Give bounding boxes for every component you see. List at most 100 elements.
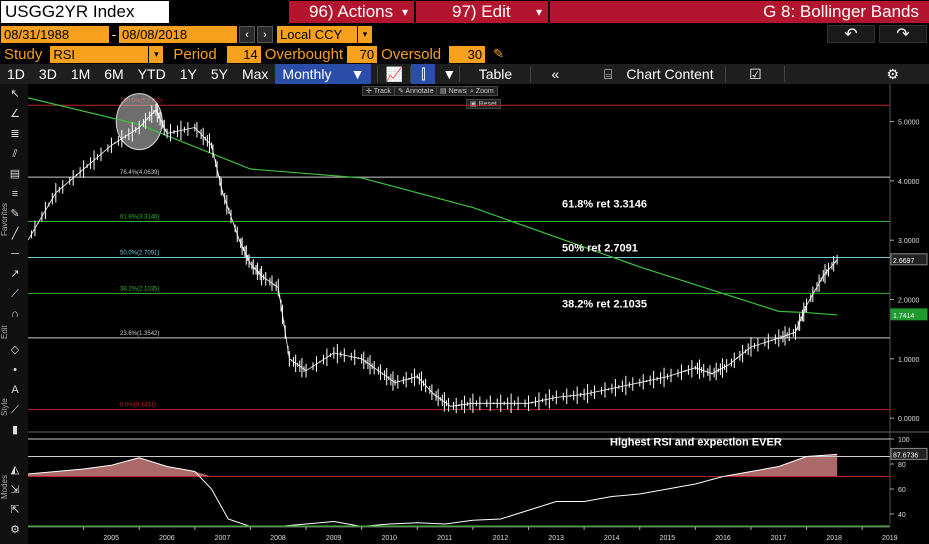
edit-label: 97) Edit <box>452 2 511 21</box>
rsi-last-tag <box>890 447 928 460</box>
last-ma-label: 1.7414 <box>893 313 915 320</box>
range-ytd[interactable]: YTD <box>137 66 166 82</box>
cursor-icon[interactable]: ↖ <box>10 88 20 100</box>
end-date-input[interactable]: 08/08/2018 <box>119 25 237 43</box>
prev-arrow-icon[interactable]: ‹ <box>239 25 255 43</box>
chevron-down-icon[interactable]: ▾ <box>149 45 164 63</box>
zoom-icon: ⌕ <box>470 88 476 95</box>
period-input[interactable]: 14 <box>226 45 261 63</box>
chart-content-icon[interactable]: ⌸ <box>604 66 613 82</box>
fib-level-label: 23.6%(1.3542) <box>120 331 159 337</box>
start-date-input[interactable]: 08/31/1988 <box>1 25 109 43</box>
range-1y[interactable]: 1Y <box>179 66 197 82</box>
ray-icon[interactable]: ↗ <box>10 268 20 280</box>
draw-line-icon[interactable]: ∠ <box>10 108 20 120</box>
study-label: Study <box>4 45 43 63</box>
line-chart-icon[interactable]: 📈 <box>385 66 404 82</box>
y-tick-label: 5.0000 <box>898 120 920 127</box>
rsi-last-label: 87.6736 <box>893 452 918 459</box>
gear-icon[interactable]: ⚙ <box>10 524 20 536</box>
currency-select[interactable]: Local CCY <box>277 25 357 43</box>
shape-icon[interactable]: ◇ <box>10 344 20 356</box>
collapse-icon[interactable]: « <box>551 66 560 82</box>
edit-chart-icon[interactable]: ☑ <box>749 66 762 82</box>
y-tick-label: 0.0000 <box>898 416 920 423</box>
range-max[interactable]: Max <box>241 66 269 82</box>
pan-icon[interactable]: ⇲ <box>10 484 20 496</box>
x-tick-label: 2017 <box>771 535 787 542</box>
rsi-y-tick-label: 100 <box>898 437 910 444</box>
drawing-toolbar: ↖ ∠ ≣ ⫽ ▤ ≡ ✎ ╱ ─ ↗ ⟋ ∩ ◇ • A ⟋ ▮ ◭ ⇲ ⇱ … <box>0 84 28 544</box>
x-tick-label: 2007 <box>215 535 231 542</box>
edit-menu[interactable]: 97) Edit ▾ <box>416 1 548 23</box>
chart-svg[interactable]: 0.0000 1.0000 2.0000 3.0000 4.0000 5.0000 40 60… <box>28 84 929 544</box>
chevron-down-icon: ▾ <box>535 5 542 19</box>
color-icon[interactable]: ▮ <box>11 424 19 436</box>
fib-level-label: 38.2%(2.1035) <box>120 286 159 292</box>
actions-menu[interactable]: 96) Actions ▾ <box>289 1 414 23</box>
bar-type-icon[interactable]: ⫿ <box>411 64 436 84</box>
text-tool-icon[interactable]: ▤ <box>9 168 21 180</box>
fib-retracement-icon[interactable]: ≡ <box>11 188 19 200</box>
table-button[interactable]: Table <box>478 66 513 82</box>
moving-average-line <box>28 97 838 316</box>
zoom-button[interactable]: ⌕ Zoom <box>466 86 498 96</box>
pencil-icon[interactable]: ✎ <box>493 46 505 61</box>
oversold-input[interactable]: 30 <box>449 45 486 63</box>
range-3d[interactable]: 3D <box>38 66 57 82</box>
dot-icon[interactable]: • <box>13 364 17 376</box>
ticker-field[interactable]: USGG2YR Index <box>1 1 169 23</box>
last-price-label: 2.6697 <box>893 258 915 265</box>
mode2-icon[interactable]: ⇱ <box>10 504 20 516</box>
rsi-y-tick-label: 40 <box>898 512 906 519</box>
redo-icon[interactable]: ↷ <box>879 25 927 43</box>
arrow-icon[interactable]: ⟋ <box>11 288 19 300</box>
x-tick-label: 2011 <box>437 535 452 542</box>
y-tick-label: 3.0000 <box>898 238 920 245</box>
favorites-label: Favorites <box>0 203 9 236</box>
reset-button[interactable]: ▣ Reset <box>466 99 501 109</box>
pencil-icon[interactable]: ✎ <box>10 208 20 220</box>
range-1m[interactable]: 1M <box>70 66 91 82</box>
study-select[interactable]: RSI <box>50 45 149 63</box>
x-tick-label: 2006 <box>159 535 175 542</box>
frequency-select[interactable]: Monthly ▼ <box>275 64 372 84</box>
divider <box>410 66 412 82</box>
range-6m[interactable]: 6M <box>104 66 124 82</box>
y-tick-label: 4.0000 <box>898 179 920 186</box>
x-tick-label: 2016 <box>715 535 731 542</box>
annotate-icon: ✎ <box>398 88 406 95</box>
chart-content-button[interactable]: Chart Content <box>626 66 714 82</box>
hline-icon[interactable]: ─ <box>11 248 19 260</box>
chevron-down-icon[interactable]: ▼ <box>442 66 457 82</box>
divider <box>784 66 786 82</box>
chevron-down-icon: ▼ <box>350 66 365 82</box>
overbought-label: Overbought <box>264 45 344 63</box>
channel-icon[interactable]: ⫽ <box>12 148 18 160</box>
range-toolbar: 1D 3D 1M 6M YTD 1Y 5Y Max Monthly ▼ 📈 ⫿ … <box>0 64 929 84</box>
retracement-annotation: 61.8% ret 3.3146 <box>562 199 647 211</box>
track-icon: ✛ <box>366 88 374 95</box>
x-tick-label: 2012 <box>493 535 509 542</box>
edit-side-label: Edit <box>0 325 9 339</box>
chevron-down-icon[interactable]: ▾ <box>358 25 372 43</box>
range-5y[interactable]: 5Y <box>210 66 228 82</box>
y-tick-label: 1.0000 <box>898 357 920 364</box>
fib-tool-icon[interactable]: ≣ <box>10 128 20 140</box>
magnet-icon[interactable]: ∩ <box>11 308 19 320</box>
undo-icon[interactable]: ↶ <box>827 25 875 43</box>
font-icon[interactable]: A <box>11 384 19 396</box>
page-title: G 8: Bollinger Bands <box>550 1 929 23</box>
overbought-input[interactable]: 70 <box>347 45 378 63</box>
line-style-icon[interactable]: ⟋ <box>11 404 19 416</box>
fib-level-label: 50.0%(2.7091) <box>120 250 159 256</box>
trendline-icon[interactable]: ╱ <box>11 228 19 240</box>
next-arrow-icon[interactable]: › <box>257 25 273 43</box>
divider <box>459 66 461 82</box>
range-1d[interactable]: 1D <box>7 66 25 82</box>
zoom-label: Zoom <box>475 88 494 95</box>
mode-icon[interactable]: ◭ <box>10 464 20 476</box>
x-tick-label: 2009 <box>326 535 342 542</box>
modes-side-label: Modes <box>0 474 9 499</box>
gear-icon[interactable]: ⚙ <box>886 66 899 82</box>
